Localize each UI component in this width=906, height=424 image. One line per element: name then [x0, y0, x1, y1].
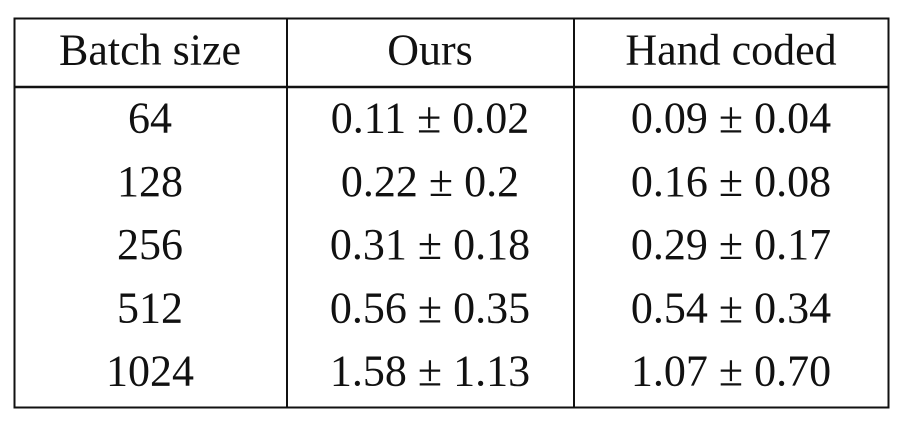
table-cell: 512 [117, 283, 183, 332]
table-border [13, 17, 890, 409]
table-cell: 0.16 ± 0.08 [631, 157, 831, 206]
table-cell: 0.31 ± 0.18 [330, 220, 530, 269]
table-cell: 1.58 ± 1.13 [330, 347, 530, 396]
header-cell: Hand coded [625, 26, 836, 75]
table-cell: 0.09 ± 0.04 [631, 94, 831, 143]
table-cell: 0.54 ± 0.34 [631, 283, 831, 332]
header-cell: Ours [387, 26, 473, 75]
table-cell: 0.29 ± 0.17 [631, 220, 831, 269]
table-cell: 1.07 ± 0.70 [631, 347, 831, 396]
table-cell: 0.22 ± 0.2 [341, 157, 519, 206]
table-cell: 1024 [106, 347, 194, 396]
header-cell: Batch size [59, 26, 241, 75]
table-cell: 128 [117, 157, 183, 206]
table-cell: 256 [117, 220, 183, 269]
table-cell: 64 [128, 94, 172, 143]
table-cell: 0.11 ± 0.02 [331, 94, 530, 143]
table-cell: 0.56 ± 0.35 [330, 283, 530, 332]
